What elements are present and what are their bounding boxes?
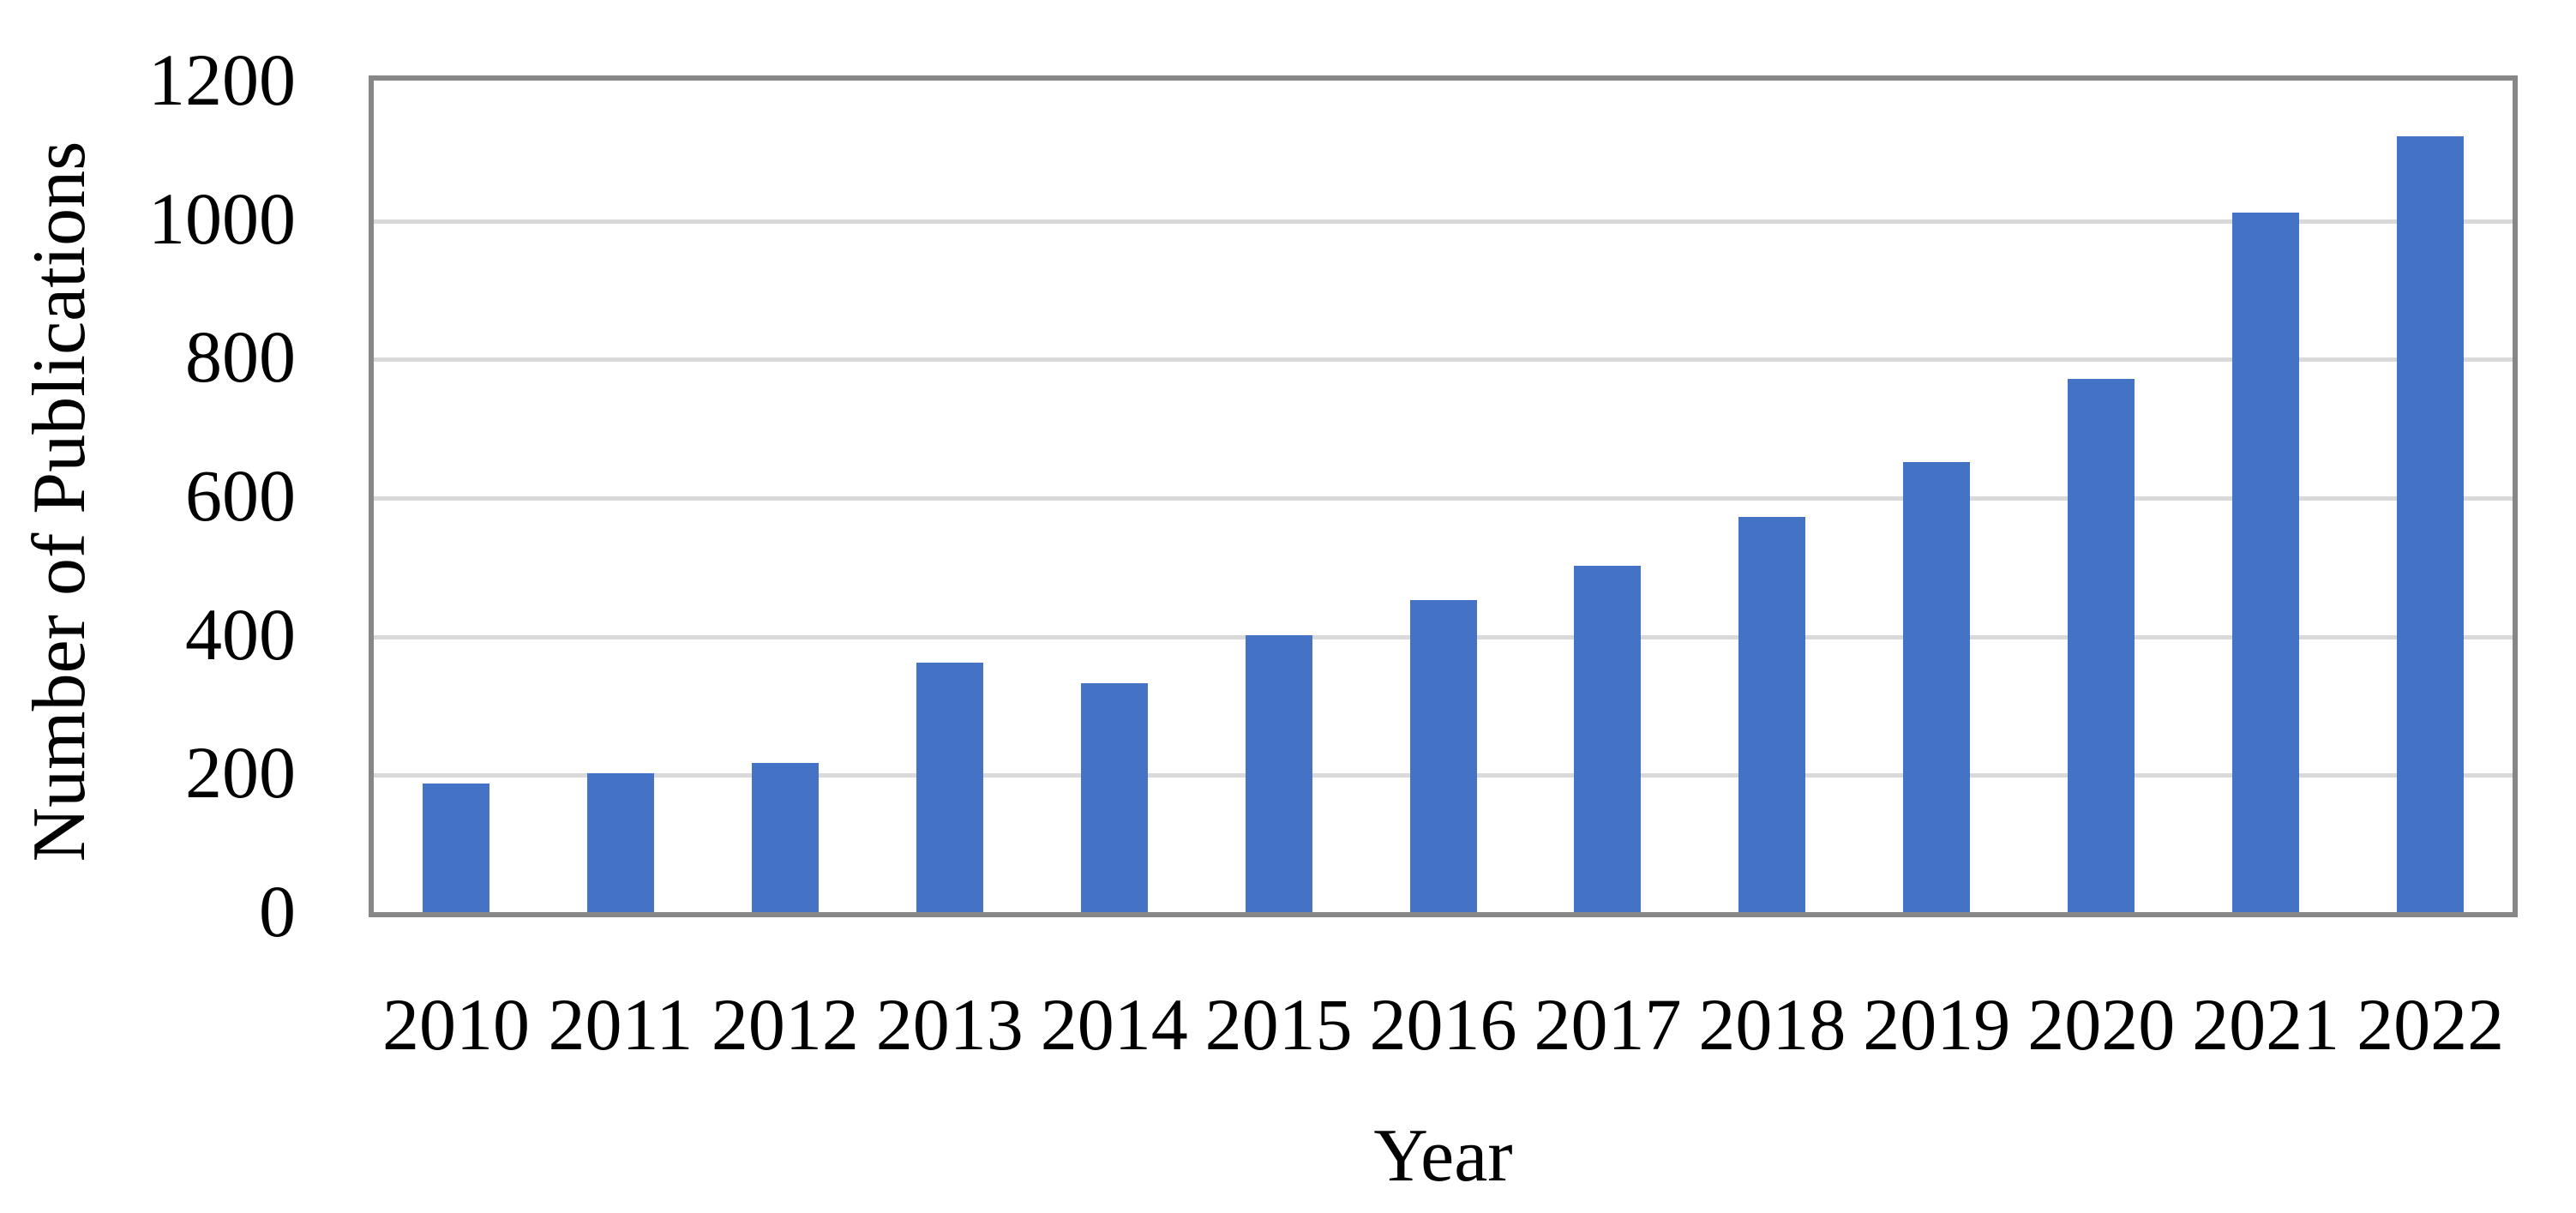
x-tick-label-2021: 2021 xyxy=(2192,983,2340,1066)
x-tick-label-2020: 2020 xyxy=(2027,983,2176,1066)
x-tick-label-2015: 2015 xyxy=(1204,983,1353,1066)
bar-2019 xyxy=(1903,461,1971,912)
bar-2013 xyxy=(916,663,983,912)
x-tick-label-2017: 2017 xyxy=(1534,983,1682,1066)
gridline-800 xyxy=(374,357,2513,363)
bar-2015 xyxy=(1245,634,1312,912)
x-tick-label-2016: 2016 xyxy=(1369,983,1517,1066)
bar-2018 xyxy=(1738,517,1806,912)
x-tick-label-2019: 2019 xyxy=(1863,983,2011,1066)
bar-2012 xyxy=(751,763,819,912)
y-tick-label-1000: 1000 xyxy=(148,177,296,260)
bar-2016 xyxy=(1409,600,1477,912)
y-tick-label-800: 800 xyxy=(185,315,296,399)
plot-area xyxy=(369,75,2518,917)
x-tick-label-2018: 2018 xyxy=(1698,983,1846,1066)
x-tick-label-2013: 2013 xyxy=(875,983,1024,1066)
bar-2011 xyxy=(586,773,654,912)
y-tick-label-0: 0 xyxy=(259,870,296,952)
x-tick-label-2022: 2022 xyxy=(2357,983,2505,1066)
y-tick-label-400: 400 xyxy=(185,592,296,676)
bar-2014 xyxy=(1080,683,1148,912)
y-tick-label-1200: 1200 xyxy=(148,39,296,121)
gridline-1000 xyxy=(374,219,2513,224)
x-tick-label-2011: 2011 xyxy=(548,983,694,1066)
bar-2020 xyxy=(2068,378,2135,912)
x-tick-label-2010: 2010 xyxy=(382,983,530,1066)
gridline-600 xyxy=(374,496,2513,501)
bar-2022 xyxy=(2397,135,2465,912)
bar-2010 xyxy=(422,784,489,912)
x-axis-title: Year xyxy=(1373,1114,1513,1198)
x-tick-label-2014: 2014 xyxy=(1040,983,1188,1066)
bar-2021 xyxy=(2232,212,2300,912)
x-tick-label-2012: 2012 xyxy=(711,983,859,1066)
bar-2017 xyxy=(1574,565,1642,912)
y-tick-label-600: 600 xyxy=(185,454,296,537)
y-tick-label-200: 200 xyxy=(185,731,296,814)
